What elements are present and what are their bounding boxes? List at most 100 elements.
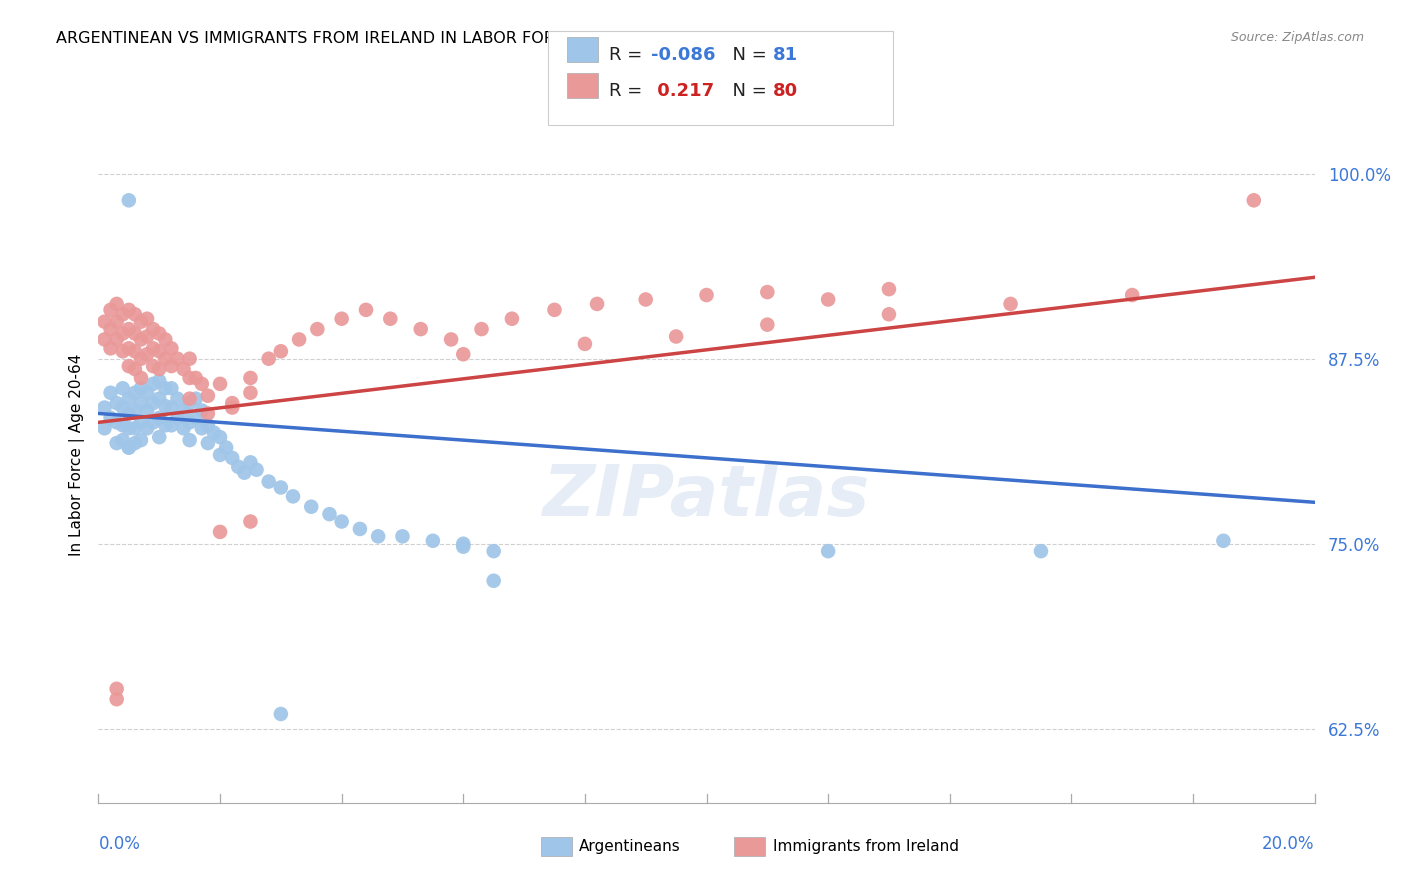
Point <box>1212 533 1234 548</box>
Point <box>148 392 170 406</box>
Text: N =: N = <box>721 82 773 100</box>
Point <box>179 433 201 447</box>
Point <box>124 421 146 435</box>
Point <box>197 407 219 421</box>
Point <box>118 392 141 406</box>
Point <box>482 544 505 558</box>
Point <box>391 529 413 543</box>
Point <box>111 418 134 433</box>
Point <box>574 337 596 351</box>
Point <box>215 441 238 455</box>
Point <box>105 692 128 706</box>
Point <box>817 544 839 558</box>
Point <box>129 315 152 329</box>
Point <box>129 351 152 366</box>
Point <box>105 436 128 450</box>
Point <box>877 307 900 321</box>
Point <box>129 433 152 447</box>
Point <box>179 392 201 406</box>
Point <box>453 537 475 551</box>
Point <box>173 362 195 376</box>
Point <box>288 333 311 347</box>
Point <box>197 418 219 433</box>
Point <box>330 311 353 326</box>
Point <box>166 411 188 425</box>
Point <box>209 448 232 462</box>
Point <box>105 681 128 696</box>
Point <box>160 359 183 373</box>
Point <box>111 381 134 395</box>
Text: ARGENTINEAN VS IMMIGRANTS FROM IRELAND IN LABOR FORCE | AGE 20-64 CORRELATION CH: ARGENTINEAN VS IMMIGRANTS FROM IRELAND I… <box>56 31 855 47</box>
Point <box>111 433 134 447</box>
Point <box>586 297 609 311</box>
Point <box>1243 194 1265 208</box>
Point <box>129 371 152 385</box>
Point <box>100 411 122 425</box>
Point <box>184 371 207 385</box>
Point <box>330 515 353 529</box>
Point <box>148 411 170 425</box>
Point <box>173 421 195 435</box>
Point <box>124 326 146 341</box>
Text: Immigrants from Ireland: Immigrants from Ireland <box>773 839 959 854</box>
Point <box>184 392 207 406</box>
Point <box>105 297 128 311</box>
Point <box>129 415 152 429</box>
Point <box>136 329 159 343</box>
Point <box>100 385 122 400</box>
Point <box>118 407 141 421</box>
Point <box>877 282 900 296</box>
Text: 81: 81 <box>773 46 799 64</box>
Point <box>349 522 371 536</box>
Point <box>1000 297 1022 311</box>
Point <box>634 293 657 307</box>
Point <box>111 326 134 341</box>
Text: 0.217: 0.217 <box>651 82 714 100</box>
Point <box>129 333 152 347</box>
Point <box>239 385 262 400</box>
Point <box>239 371 262 385</box>
Point <box>105 333 128 347</box>
Point <box>1029 544 1052 558</box>
Point <box>155 333 177 347</box>
Point <box>197 436 219 450</box>
Point <box>124 436 146 450</box>
Point <box>93 421 115 435</box>
Point <box>111 401 134 415</box>
Point <box>197 389 219 403</box>
Point <box>118 359 141 373</box>
Point <box>307 322 329 336</box>
Point <box>118 302 141 317</box>
Point <box>93 315 115 329</box>
Point <box>239 455 262 469</box>
Point <box>155 418 177 433</box>
Point <box>118 441 141 455</box>
Point <box>543 302 565 317</box>
Text: Source: ZipAtlas.com: Source: ZipAtlas.com <box>1230 31 1364 45</box>
Point <box>155 351 177 366</box>
Point <box>270 344 292 359</box>
Point <box>136 403 159 417</box>
Point <box>1121 288 1143 302</box>
Point <box>270 706 292 721</box>
Text: ZIPatlas: ZIPatlas <box>543 462 870 531</box>
Point <box>118 342 141 356</box>
Text: Argentineans: Argentineans <box>579 839 681 854</box>
Point <box>501 311 523 326</box>
Point <box>453 540 475 554</box>
Point <box>100 322 122 336</box>
Point <box>233 466 256 480</box>
Point <box>166 351 188 366</box>
Point <box>93 401 115 415</box>
Point <box>129 396 152 410</box>
Text: R =: R = <box>609 82 648 100</box>
Text: -0.086: -0.086 <box>651 46 716 64</box>
Point <box>470 322 492 336</box>
Point <box>100 342 122 356</box>
Point <box>160 401 183 415</box>
Point <box>354 302 377 317</box>
Point <box>124 307 146 321</box>
Point <box>245 463 267 477</box>
Point <box>191 421 214 435</box>
Point <box>142 415 165 429</box>
